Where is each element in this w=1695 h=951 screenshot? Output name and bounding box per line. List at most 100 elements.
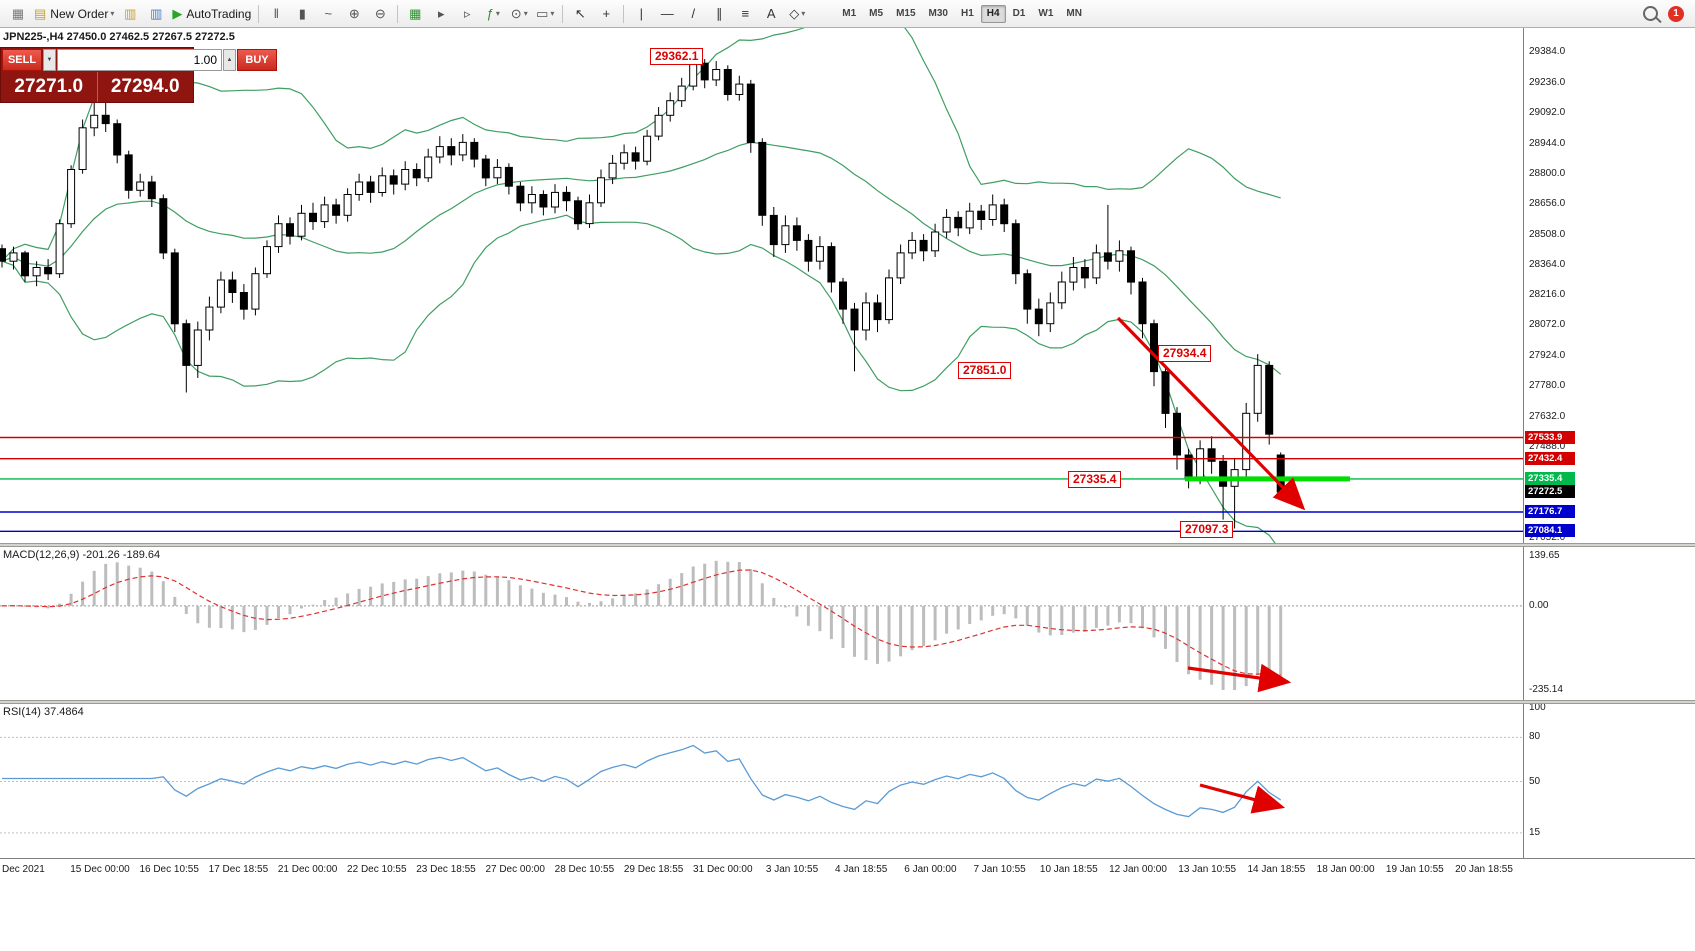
price-level-tag: 27084.1: [1525, 524, 1575, 538]
macd-scale-tick: 139.65: [1529, 550, 1560, 561]
wallet-icon[interactable]: ▥: [117, 3, 143, 24]
time-axis-label: 12 Jan 00:00: [1109, 864, 1167, 875]
timeframe-MN[interactable]: MN: [1066, 7, 1082, 19]
periods-icon[interactable]: ⊙ ▾: [506, 3, 532, 24]
price-level-tag: 27335.4: [1525, 471, 1575, 485]
indicators-icon[interactable]: ƒ ▾: [480, 3, 506, 24]
horizontal-line-icon[interactable]: —: [654, 3, 680, 24]
text-icon[interactable]: A: [758, 3, 784, 24]
templates-icon[interactable]: ▭ ▾: [532, 3, 558, 24]
tile-windows-icon[interactable]: ▦: [402, 3, 428, 24]
reports-icon[interactable]: ▥: [143, 3, 169, 24]
new-order-button[interactable]: ▤ New Order ▾: [31, 3, 117, 24]
timeframe-D1[interactable]: D1: [1012, 7, 1026, 19]
price-level-tag: 27432.4: [1525, 451, 1575, 465]
main-toolbar: ▦ ▤ New Order ▾ ▥ ▥ ▶ AutoTrading ‖ ▮ ~ ⊕ ⊖ ▦ ▸ ▹ ƒ ▾ ⊙ ▾ ▭ ▾…: [0, 0, 1695, 28]
chart-shift-icon: ▹: [464, 6, 471, 21]
price-tick: 28364.0: [1529, 258, 1566, 270]
trade-widget-controls-row: SELL ▼ ▲ BUY: [1, 48, 277, 72]
zoom-in-icon[interactable]: ⊕: [341, 3, 367, 24]
indicators-icon: ƒ: [486, 6, 494, 21]
price-tick: 29092.0: [1529, 106, 1566, 118]
notification-badge[interactable]: 1: [1668, 5, 1684, 22]
panel-splitter[interactable]: [0, 543, 1695, 547]
zoom-out-icon[interactable]: ⊖: [367, 3, 393, 24]
autotrading-button[interactable]: ▶ AutoTrading: [169, 3, 254, 24]
buy-button[interactable]: BUY: [237, 49, 277, 71]
periods-icon: ⊙: [510, 6, 522, 21]
price-callout[interactable]: 27335.4: [1068, 471, 1122, 488]
price-callout[interactable]: 27097.3: [1180, 521, 1234, 538]
auto-scroll-icon[interactable]: ▸: [428, 3, 454, 24]
reports-icon: ▥: [150, 6, 163, 21]
main-chart-canvas[interactable]: [0, 28, 1523, 543]
toolbar-right-group: 1: [1643, 5, 1690, 22]
macd-indicator-panel[interactable]: [0, 547, 1523, 700]
volume-increase-button[interactable]: ▲: [223, 49, 236, 71]
new-order-button: ▤: [34, 6, 47, 21]
price-callout[interactable]: 29362.1: [650, 48, 704, 65]
auto-scroll-icon: ▸: [438, 6, 445, 21]
timeframe-W1[interactable]: W1: [1038, 7, 1054, 19]
candlestick-chart-icon: ▮: [298, 6, 306, 21]
toolbar-separator: [623, 4, 625, 23]
current-price-tag: 27272.5: [1525, 485, 1575, 498]
timeframe-H4[interactable]: H4: [980, 4, 1006, 23]
price-tick: 28800.0: [1529, 167, 1566, 179]
sell-price[interactable]: 27271.0: [1, 72, 97, 102]
macd-scale-tick: 0.00: [1529, 599, 1549, 611]
price-tick: 28656.0: [1529, 197, 1566, 209]
chart-shift-icon[interactable]: ▹: [454, 3, 480, 24]
timeframe-M1[interactable]: M1: [842, 7, 857, 19]
arrows-icon: ◇: [789, 6, 800, 21]
rsi-indicator-panel[interactable]: [0, 704, 1523, 858]
price-tick: 28072.0: [1529, 319, 1566, 331]
chart-window-icon[interactable]: ▦: [5, 3, 31, 24]
volume-decrease-button[interactable]: ▼: [43, 49, 56, 71]
time-axis-label: 14 Jan 18:55: [1247, 864, 1306, 875]
price-callout[interactable]: 27851.0: [958, 362, 1012, 379]
new-order-button-label: New Order: [50, 6, 109, 21]
timeframe-H1[interactable]: H1: [960, 7, 974, 19]
buy-price[interactable]: 27294.0: [96, 72, 193, 102]
chevron-down-icon: ▾: [550, 8, 555, 18]
cursor-icon[interactable]: ↖: [567, 3, 593, 24]
sell-button[interactable]: SELL: [2, 49, 42, 71]
price-callout[interactable]: 27934.4: [1158, 345, 1212, 362]
chart-window-icon: ▦: [11, 6, 25, 21]
line-chart-icon[interactable]: ~: [315, 3, 341, 24]
panel-splitter[interactable]: [0, 700, 1695, 704]
zoom-out-icon: ⊖: [374, 6, 386, 21]
volume-input[interactable]: [57, 49, 222, 71]
crosshair-icon[interactable]: +: [593, 3, 619, 24]
equidistant-channel-icon[interactable]: ∥: [706, 3, 732, 24]
time-axis-label: 21 Dec 00:00: [277, 864, 338, 875]
trade-widget-price-row: 27271.0 27294.0: [1, 72, 193, 102]
time-axis-label: 16 Dec 10:55: [139, 864, 199, 875]
candlestick-chart-icon[interactable]: ▮: [289, 3, 315, 24]
price-tick: 27052.0: [1529, 532, 1566, 543]
price-tick: 27488.0: [1529, 441, 1566, 453]
timeframe-M30[interactable]: M30: [928, 7, 948, 19]
time-axis-label: 6 Jan 00:00: [904, 864, 957, 875]
crosshair-icon: +: [602, 6, 611, 21]
templates-icon: ▭: [536, 6, 549, 21]
time-axis-label: Dec 2021: [2, 864, 45, 875]
price-tick: 29236.0: [1529, 76, 1566, 88]
chevron-down-icon: ▾: [495, 8, 500, 18]
trendline-icon[interactable]: /: [680, 3, 706, 24]
search-icon[interactable]: [1643, 6, 1658, 21]
chevron-down-icon: ▾: [523, 8, 528, 18]
fibonacci-icon[interactable]: ≡: [732, 3, 758, 24]
time-axis[interactable]: Dec 2021 15 Dec 00:00 16 Dec 10:55 17 Dec 1…: [0, 858, 1695, 881]
vertical-line-icon[interactable]: |: [628, 3, 654, 24]
timeframe-M15[interactable]: M15: [896, 7, 916, 19]
time-axis-label: 28 Dec 10:55: [554, 864, 615, 875]
price-axis[interactable]: 29384.0 29236.0 29092.0 28944.0 28800.0 28656…: [1523, 28, 1695, 858]
arrows-icon[interactable]: ◇ ▾: [784, 3, 810, 24]
time-axis-label: 31 Dec 00:00: [693, 864, 753, 875]
bar-chart-icon[interactable]: ‖: [263, 3, 289, 24]
fibonacci-icon: ≡: [741, 6, 750, 21]
timeframe-M5[interactable]: M5: [869, 7, 884, 19]
